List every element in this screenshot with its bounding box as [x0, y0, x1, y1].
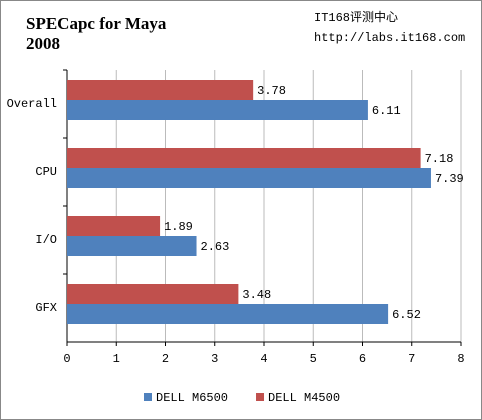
- legend-label: DELL M4500: [268, 391, 340, 405]
- bar: [67, 100, 368, 120]
- y-tick-label: CPU: [35, 165, 57, 179]
- x-tick-label: 0: [63, 352, 70, 366]
- bar: [67, 168, 431, 188]
- x-tick-label: 4: [260, 352, 267, 366]
- bar: [67, 216, 161, 236]
- value-label: 6.11: [372, 104, 401, 118]
- value-label: 2.63: [201, 240, 230, 254]
- value-label: 7.39: [435, 172, 464, 186]
- value-label: 1.89: [164, 220, 193, 234]
- bar: [67, 80, 254, 100]
- value-label: 7.18: [425, 152, 454, 166]
- chart-title: SPECapc for Maya 2008: [26, 14, 167, 53]
- bar: [67, 284, 239, 304]
- value-label: 3.78: [257, 84, 286, 98]
- value-label: 3.48: [242, 288, 271, 302]
- x-tick-label: 3: [211, 352, 218, 366]
- watermark: IT168评测中心: [314, 9, 398, 25]
- bar: [67, 148, 421, 168]
- y-tick-label: I/O: [35, 233, 57, 247]
- x-tick-label: 1: [113, 352, 120, 366]
- x-tick-label: 7: [408, 352, 415, 366]
- x-tick-label: 2: [162, 352, 169, 366]
- legend-label: DELL M6500: [156, 391, 228, 405]
- legend-swatch: [256, 393, 265, 401]
- legend-swatch: [144, 393, 152, 401]
- watermark: http://labs.it168.com: [314, 31, 465, 45]
- x-tick-label: 8: [457, 352, 464, 366]
- y-tick-label: Overall: [7, 97, 57, 111]
- x-tick-label: 6: [359, 352, 366, 366]
- x-tick-label: 5: [310, 352, 317, 366]
- y-tick-label: GFX: [35, 301, 57, 315]
- value-label: 6.52: [392, 308, 421, 322]
- bar: [67, 236, 197, 256]
- bar: [67, 304, 389, 324]
